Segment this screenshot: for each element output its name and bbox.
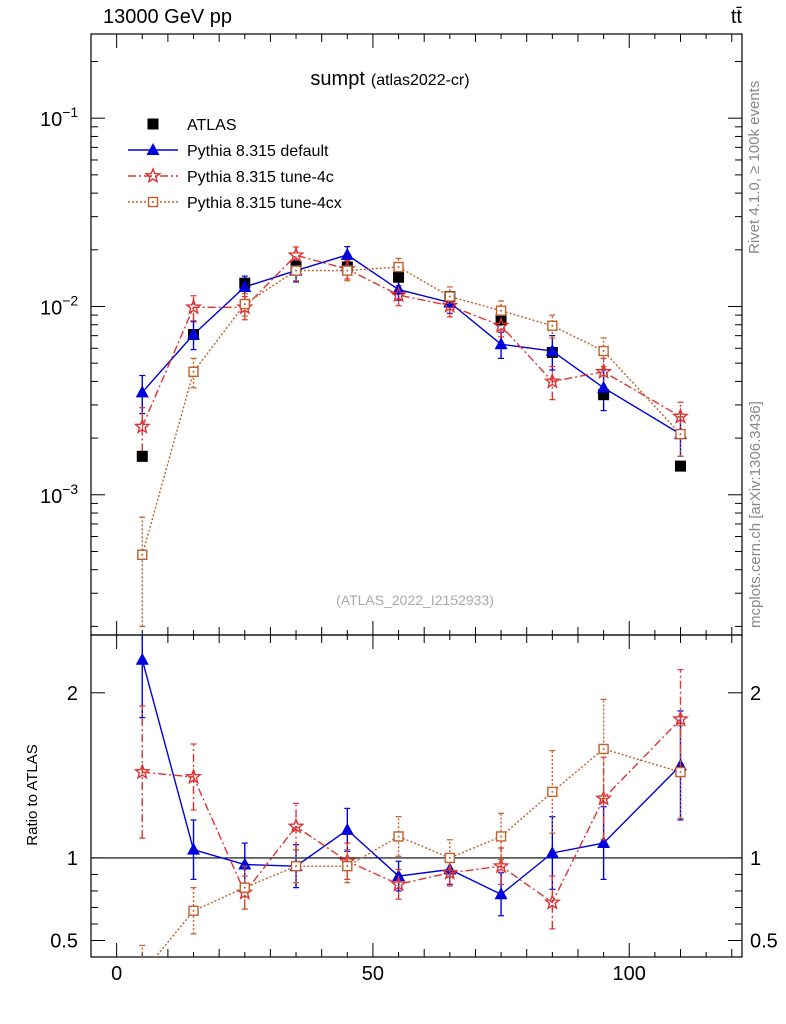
ratio-point-default: [187, 842, 201, 855]
upper-point-tune4cx-dot: [679, 433, 682, 436]
upper-point-tune4cx-dot: [500, 309, 503, 312]
ratio-point-tune4cx-dot: [602, 747, 605, 750]
legend-label-default: Pythia 8.315 default: [187, 143, 329, 160]
lower-plot-area: [133, 635, 689, 978]
upper-point-default: [135, 385, 149, 398]
legend-label-atlas: ATLAS: [187, 117, 237, 134]
upper-point-tune4cx-dot: [448, 295, 451, 298]
ratio-point-tune4c: [595, 789, 613, 806]
ratio-point-tune4cx-dot: [243, 886, 246, 889]
ratio-point-tune4cx-dot: [295, 865, 298, 868]
ratio-point-default: [597, 836, 611, 849]
ratio-point-default: [340, 822, 354, 835]
ratio-point-tune4cx-dot: [448, 856, 451, 859]
ratio-point-tune4c: [492, 857, 510, 874]
x-tick-label: 50: [362, 963, 384, 985]
upper-point-tune4cx-dot: [551, 324, 554, 327]
upper-point-default: [545, 344, 559, 357]
upper-point-tune4c: [492, 316, 510, 333]
ratio-point-tune4cx-dot: [346, 865, 349, 868]
header-energy-label: 13000 GeV pp: [103, 6, 232, 28]
lower-y-tick-label-right: 2: [750, 683, 761, 705]
lower-y-tick-label-right: 0.5: [750, 930, 778, 952]
upper-point-tune4c: [595, 362, 613, 379]
upper-point-tune4c: [543, 372, 561, 389]
upper-point-tune4cx-dot: [141, 553, 144, 556]
upper-point-atlas: [136, 450, 148, 462]
chart-watermark: (ATLAS_2022_I2152933): [336, 592, 494, 608]
lower-y-tick-label-left: 2: [67, 683, 78, 705]
upper-point-tune4c: [185, 298, 203, 315]
legend-marker-tune4c: [144, 167, 162, 184]
lower-y-tick-label-left: 0.5: [50, 930, 78, 952]
ratio-point-tune4cx-dot: [679, 771, 682, 774]
upper-point-default: [340, 247, 354, 260]
ratio-point-tune4c: [671, 710, 689, 727]
ratio-point-default: [392, 869, 406, 882]
ratio-point-tune4c: [133, 763, 151, 780]
lower-y-axis-label: Ratio to ATLAS: [24, 744, 41, 845]
upper-point-tune4cx-dot: [397, 266, 400, 269]
ratio-point-tune4c: [543, 893, 561, 910]
upper-series-line-tune4c: [141, 254, 681, 427]
lower-y-tick-label-right: 1: [750, 848, 761, 870]
legend-label-tune4cx: Pythia 8.315 tune-4cx: [187, 195, 342, 212]
ratio-point-tune4c: [185, 768, 203, 785]
upper-point-atlas: [674, 460, 686, 472]
upper-point-tune4c: [133, 417, 151, 434]
upper-point-default: [187, 327, 201, 340]
ratio-point-default: [494, 887, 508, 900]
upper-y-tick-label: 10−2: [40, 292, 78, 319]
upper-point-atlas: [393, 271, 405, 283]
lower-y-tick-label-left: 1: [67, 848, 78, 870]
legend-label-tune4c: Pythia 8.315 tune-4c: [187, 169, 334, 186]
ratio-point-default: [238, 857, 252, 870]
legend-marker-atlas: [147, 118, 159, 130]
legend-marker-tune4cx-dot: [152, 201, 154, 203]
x-tick-label: 100: [613, 963, 646, 985]
upper-y-tick-label: 10−3: [40, 481, 78, 508]
legend-marker-default: [146, 143, 160, 155]
ratio-series-line-default: [141, 659, 681, 896]
ratio-point-tune4cx-dot: [500, 835, 503, 838]
upper-series-line-default: [141, 254, 681, 435]
upper-point-default: [494, 337, 508, 350]
upper-point-tune4cx-dot: [192, 370, 195, 373]
legend: ATLAS Pythia 8.315 default Pythia 8.315 tu…: [128, 117, 342, 212]
upper-point-tune4c: [671, 407, 689, 424]
ratio-point-default: [545, 845, 559, 858]
ratio-point-tune4cx-dot: [397, 835, 400, 838]
lower-panel-frame: [90, 634, 743, 958]
upper-point-atlas: [598, 389, 610, 401]
upper-point-tune4c: [441, 296, 459, 313]
upper-series-line-tune4cx: [141, 266, 682, 555]
upper-point-tune4cx-dot: [295, 269, 298, 272]
ratio-point-tune4cx: [138, 969, 147, 978]
upper-point-default: [597, 380, 611, 393]
chart-title-main: sumpt: [310, 68, 365, 90]
upper-point-tune4c: [390, 286, 408, 303]
x-tick-label: 0: [111, 963, 122, 985]
chart-title-sub: (atlas2022-cr): [371, 72, 470, 89]
ratio-series-line-tune4cx: [154, 748, 681, 957]
ratio-point-tune4cx-dot: [192, 909, 195, 912]
upper-y-tick-label: 10−1: [40, 104, 78, 131]
upper-point-tune4cx-dot: [243, 303, 246, 306]
ratio-point-tune4c: [390, 875, 408, 892]
upper-point-default: [238, 279, 252, 292]
upper-point-tune4c: [287, 246, 305, 263]
ratio-series-line-tune4c: [142, 718, 682, 904]
header-process-label: tt̄: [730, 6, 742, 28]
ratio-point-tune4cx-dot: [141, 973, 143, 975]
ratio-point-tune4cx-dot: [551, 790, 554, 793]
upper-plot-area: [133, 245, 689, 627]
ratio-point-tune4c: [287, 817, 305, 834]
upper-point-tune4cx-dot: [602, 350, 605, 353]
upper-point-tune4cx-dot: [346, 269, 349, 272]
ratio-point-default: [135, 652, 149, 665]
chart-title: sumpt (atlas2022-cr): [310, 68, 469, 90]
